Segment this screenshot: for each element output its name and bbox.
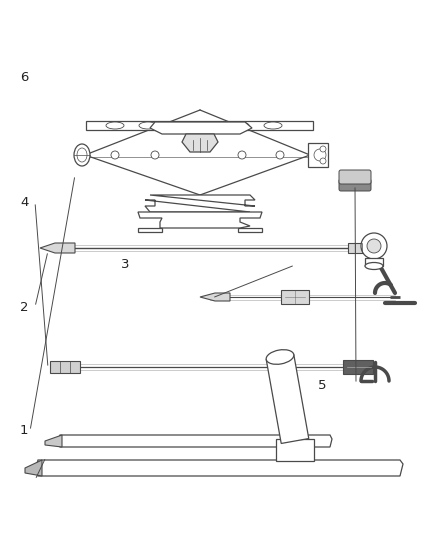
Polygon shape — [348, 243, 370, 253]
FancyBboxPatch shape — [343, 360, 373, 374]
Circle shape — [320, 158, 326, 164]
Text: 2: 2 — [20, 301, 28, 313]
Circle shape — [238, 151, 246, 159]
Polygon shape — [150, 122, 252, 134]
Polygon shape — [200, 293, 230, 301]
Polygon shape — [145, 200, 250, 212]
Ellipse shape — [264, 122, 282, 129]
Circle shape — [320, 146, 326, 152]
Polygon shape — [57, 435, 332, 447]
Polygon shape — [40, 243, 75, 253]
Circle shape — [111, 151, 119, 159]
Polygon shape — [365, 258, 383, 266]
Ellipse shape — [365, 262, 383, 270]
Polygon shape — [86, 121, 313, 130]
Polygon shape — [35, 460, 403, 476]
Text: 1: 1 — [20, 424, 28, 437]
Ellipse shape — [74, 144, 90, 166]
Ellipse shape — [139, 122, 157, 129]
FancyBboxPatch shape — [50, 361, 80, 373]
Ellipse shape — [231, 122, 249, 129]
Polygon shape — [45, 435, 62, 447]
Polygon shape — [238, 228, 262, 232]
Polygon shape — [150, 195, 255, 206]
Ellipse shape — [266, 350, 294, 365]
Circle shape — [151, 151, 159, 159]
Ellipse shape — [77, 148, 87, 162]
Polygon shape — [138, 228, 162, 232]
Text: 3: 3 — [120, 259, 129, 271]
Text: 6: 6 — [20, 71, 28, 84]
FancyBboxPatch shape — [281, 290, 309, 304]
FancyBboxPatch shape — [339, 170, 371, 184]
Ellipse shape — [314, 149, 326, 161]
Ellipse shape — [106, 122, 124, 129]
Circle shape — [367, 239, 381, 253]
Text: 4: 4 — [20, 196, 28, 209]
Polygon shape — [25, 460, 42, 476]
Polygon shape — [276, 439, 314, 461]
Polygon shape — [138, 212, 262, 228]
Polygon shape — [182, 134, 218, 152]
Circle shape — [361, 233, 387, 259]
FancyBboxPatch shape — [308, 143, 328, 167]
Polygon shape — [266, 354, 309, 443]
FancyBboxPatch shape — [339, 179, 371, 191]
Text: 5: 5 — [318, 379, 326, 392]
Circle shape — [276, 151, 284, 159]
